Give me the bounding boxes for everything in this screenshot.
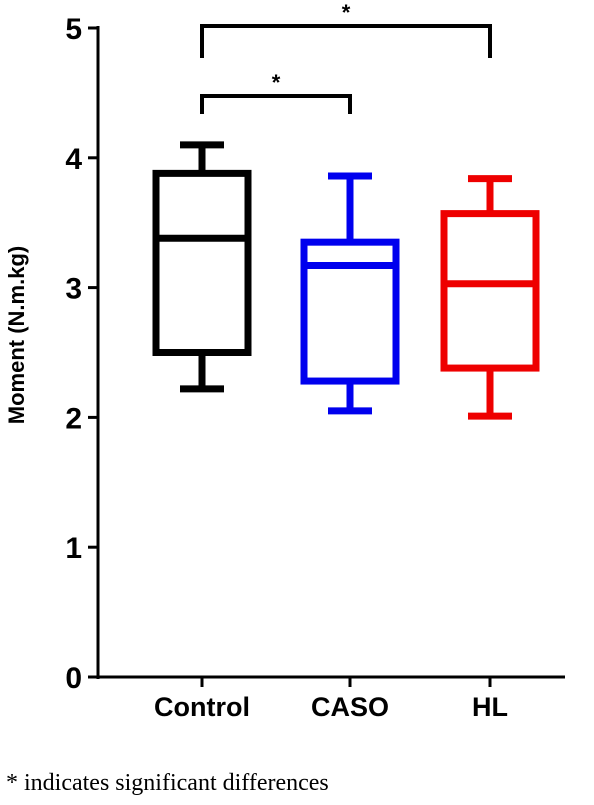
y-tick-label-4: 4	[65, 143, 82, 176]
significance-star: *	[272, 70, 281, 95]
x-tick-label-hl: HL	[472, 692, 508, 722]
significance-brackets: **	[200, 0, 492, 114]
y-tick-label-1: 1	[65, 532, 82, 565]
boxes	[152, 141, 540, 420]
x-tick-label-control: Control	[154, 692, 250, 722]
bracket-line	[200, 94, 352, 114]
iqr-box-caso	[300, 238, 400, 385]
bracket-line	[200, 24, 492, 58]
y-axis-title: Moment (N.m.kg)	[4, 246, 29, 424]
x-tick-label-caso: CASO	[311, 692, 389, 722]
footnote: * indicates significant differences	[6, 770, 329, 796]
box-control	[152, 141, 252, 393]
y-tick-label-2: 2	[65, 402, 82, 435]
y-tick-label-5: 5	[65, 13, 82, 46]
box-caso	[300, 172, 400, 415]
iqr-box-hl	[440, 210, 540, 372]
significance-star: *	[342, 0, 351, 25]
significance-bracket-control-hl: *	[200, 0, 492, 58]
y-tick-label-0: 0	[65, 662, 82, 695]
significance-bracket-control-caso: *	[200, 70, 352, 114]
y-tick-label-3: 3	[65, 273, 82, 306]
box-hl	[440, 175, 540, 420]
iqr-box-control	[152, 169, 252, 356]
axes: 0 1 2 3 4 5 Control CASO HL	[65, 13, 565, 722]
